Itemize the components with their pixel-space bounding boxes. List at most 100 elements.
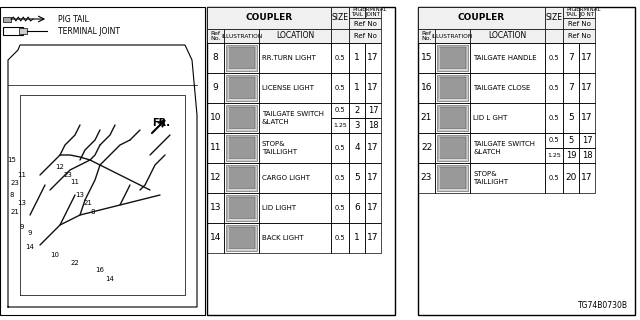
Bar [349,193,365,223]
Text: Ref No: Ref No [568,21,591,27]
Text: 17: 17 [367,234,379,243]
Bar [545,163,563,193]
Text: 0.5: 0.5 [548,175,559,181]
Text: 9: 9 [28,230,32,236]
Bar [439,167,466,189]
Bar [545,103,563,133]
Bar [418,7,545,29]
Bar [259,43,331,73]
Bar [563,163,579,193]
Bar [579,133,595,148]
Bar [418,29,435,43]
Text: TAILGATE HANDLE: TAILGATE HANDLE [473,55,536,61]
Bar [579,103,595,133]
Bar [331,223,349,253]
Bar [207,43,224,73]
Text: STOP&
TAILLIGHT: STOP& TAILLIGHT [262,141,297,155]
Bar [418,43,435,73]
Text: LOCATION: LOCATION [276,31,314,41]
Text: 1.25: 1.25 [547,153,561,158]
Text: TERMINAL
JO NT: TERMINAL JO NT [573,7,601,17]
Bar [259,223,331,253]
Text: 14: 14 [210,234,221,243]
Bar [545,133,563,148]
Bar [470,103,545,133]
Text: 17: 17 [367,204,379,212]
Text: 16: 16 [95,267,104,273]
Text: 23: 23 [63,172,72,178]
Bar [439,47,466,69]
Text: 0.5: 0.5 [335,55,346,61]
Bar [545,73,563,103]
Text: 17: 17 [581,173,593,182]
Text: Ref
No.: Ref No. [421,31,432,41]
Text: Ref No: Ref No [353,33,376,39]
Bar [259,163,331,193]
Text: Ref No: Ref No [568,33,591,39]
Text: 1.25: 1.25 [333,123,347,128]
Text: 17: 17 [581,84,593,92]
Bar [563,18,595,29]
Text: 0.5: 0.5 [335,145,346,151]
Bar [579,148,595,163]
Text: CARGO LIGHT: CARGO LIGHT [262,175,310,181]
Bar [545,29,563,43]
Text: 19: 19 [566,151,576,160]
Bar [435,43,470,73]
Text: 9: 9 [20,224,24,230]
Bar [331,103,349,118]
Bar [331,73,349,103]
Text: TAILGATE SWITCH
&LATCH: TAILGATE SWITCH &LATCH [262,111,324,124]
Bar [207,7,331,29]
Bar [228,137,255,159]
Text: PIG
TAIL: PIG TAIL [565,7,577,17]
Bar [224,163,259,193]
Text: 23: 23 [421,173,432,182]
Text: LID LIGHT: LID LIGHT [262,205,296,211]
Bar [331,29,349,43]
Text: 10: 10 [51,252,60,258]
Bar [365,193,381,223]
Bar [207,7,395,315]
Bar [579,7,595,18]
Bar [349,73,365,103]
Bar [331,193,349,223]
Bar [224,193,259,223]
Bar [435,29,470,43]
Text: 9: 9 [212,84,218,92]
Bar [435,163,470,193]
Bar [437,75,468,101]
Bar [349,29,381,43]
Bar [228,197,255,219]
Bar [365,73,381,103]
Bar [207,163,224,193]
Text: 10: 10 [210,114,221,123]
Text: 6: 6 [354,204,360,212]
Text: 11: 11 [17,172,26,178]
Bar [228,47,255,69]
Bar [435,103,470,133]
Text: 17: 17 [581,53,593,62]
Text: PIG TAIL: PIG TAIL [58,14,89,23]
Text: RR.TURN LIGHT: RR.TURN LIGHT [262,55,316,61]
Bar [207,29,224,43]
Bar [259,133,331,163]
Bar [207,103,224,133]
Text: 17: 17 [368,106,378,115]
Text: 21: 21 [421,114,432,123]
Text: 1: 1 [354,234,360,243]
Text: 4: 4 [354,143,360,153]
Bar [579,163,595,193]
Text: PIG
TAIL: PIG TAIL [351,7,363,17]
Text: SIZE: SIZE [545,13,563,22]
Bar [331,7,349,29]
Bar [418,103,435,133]
Bar [226,45,257,71]
Bar [259,103,331,133]
Text: 11: 11 [210,143,221,153]
Text: 13: 13 [76,192,84,198]
Text: 0.5: 0.5 [548,55,559,61]
Bar [365,43,381,73]
Bar [437,135,468,161]
Bar [365,133,381,163]
